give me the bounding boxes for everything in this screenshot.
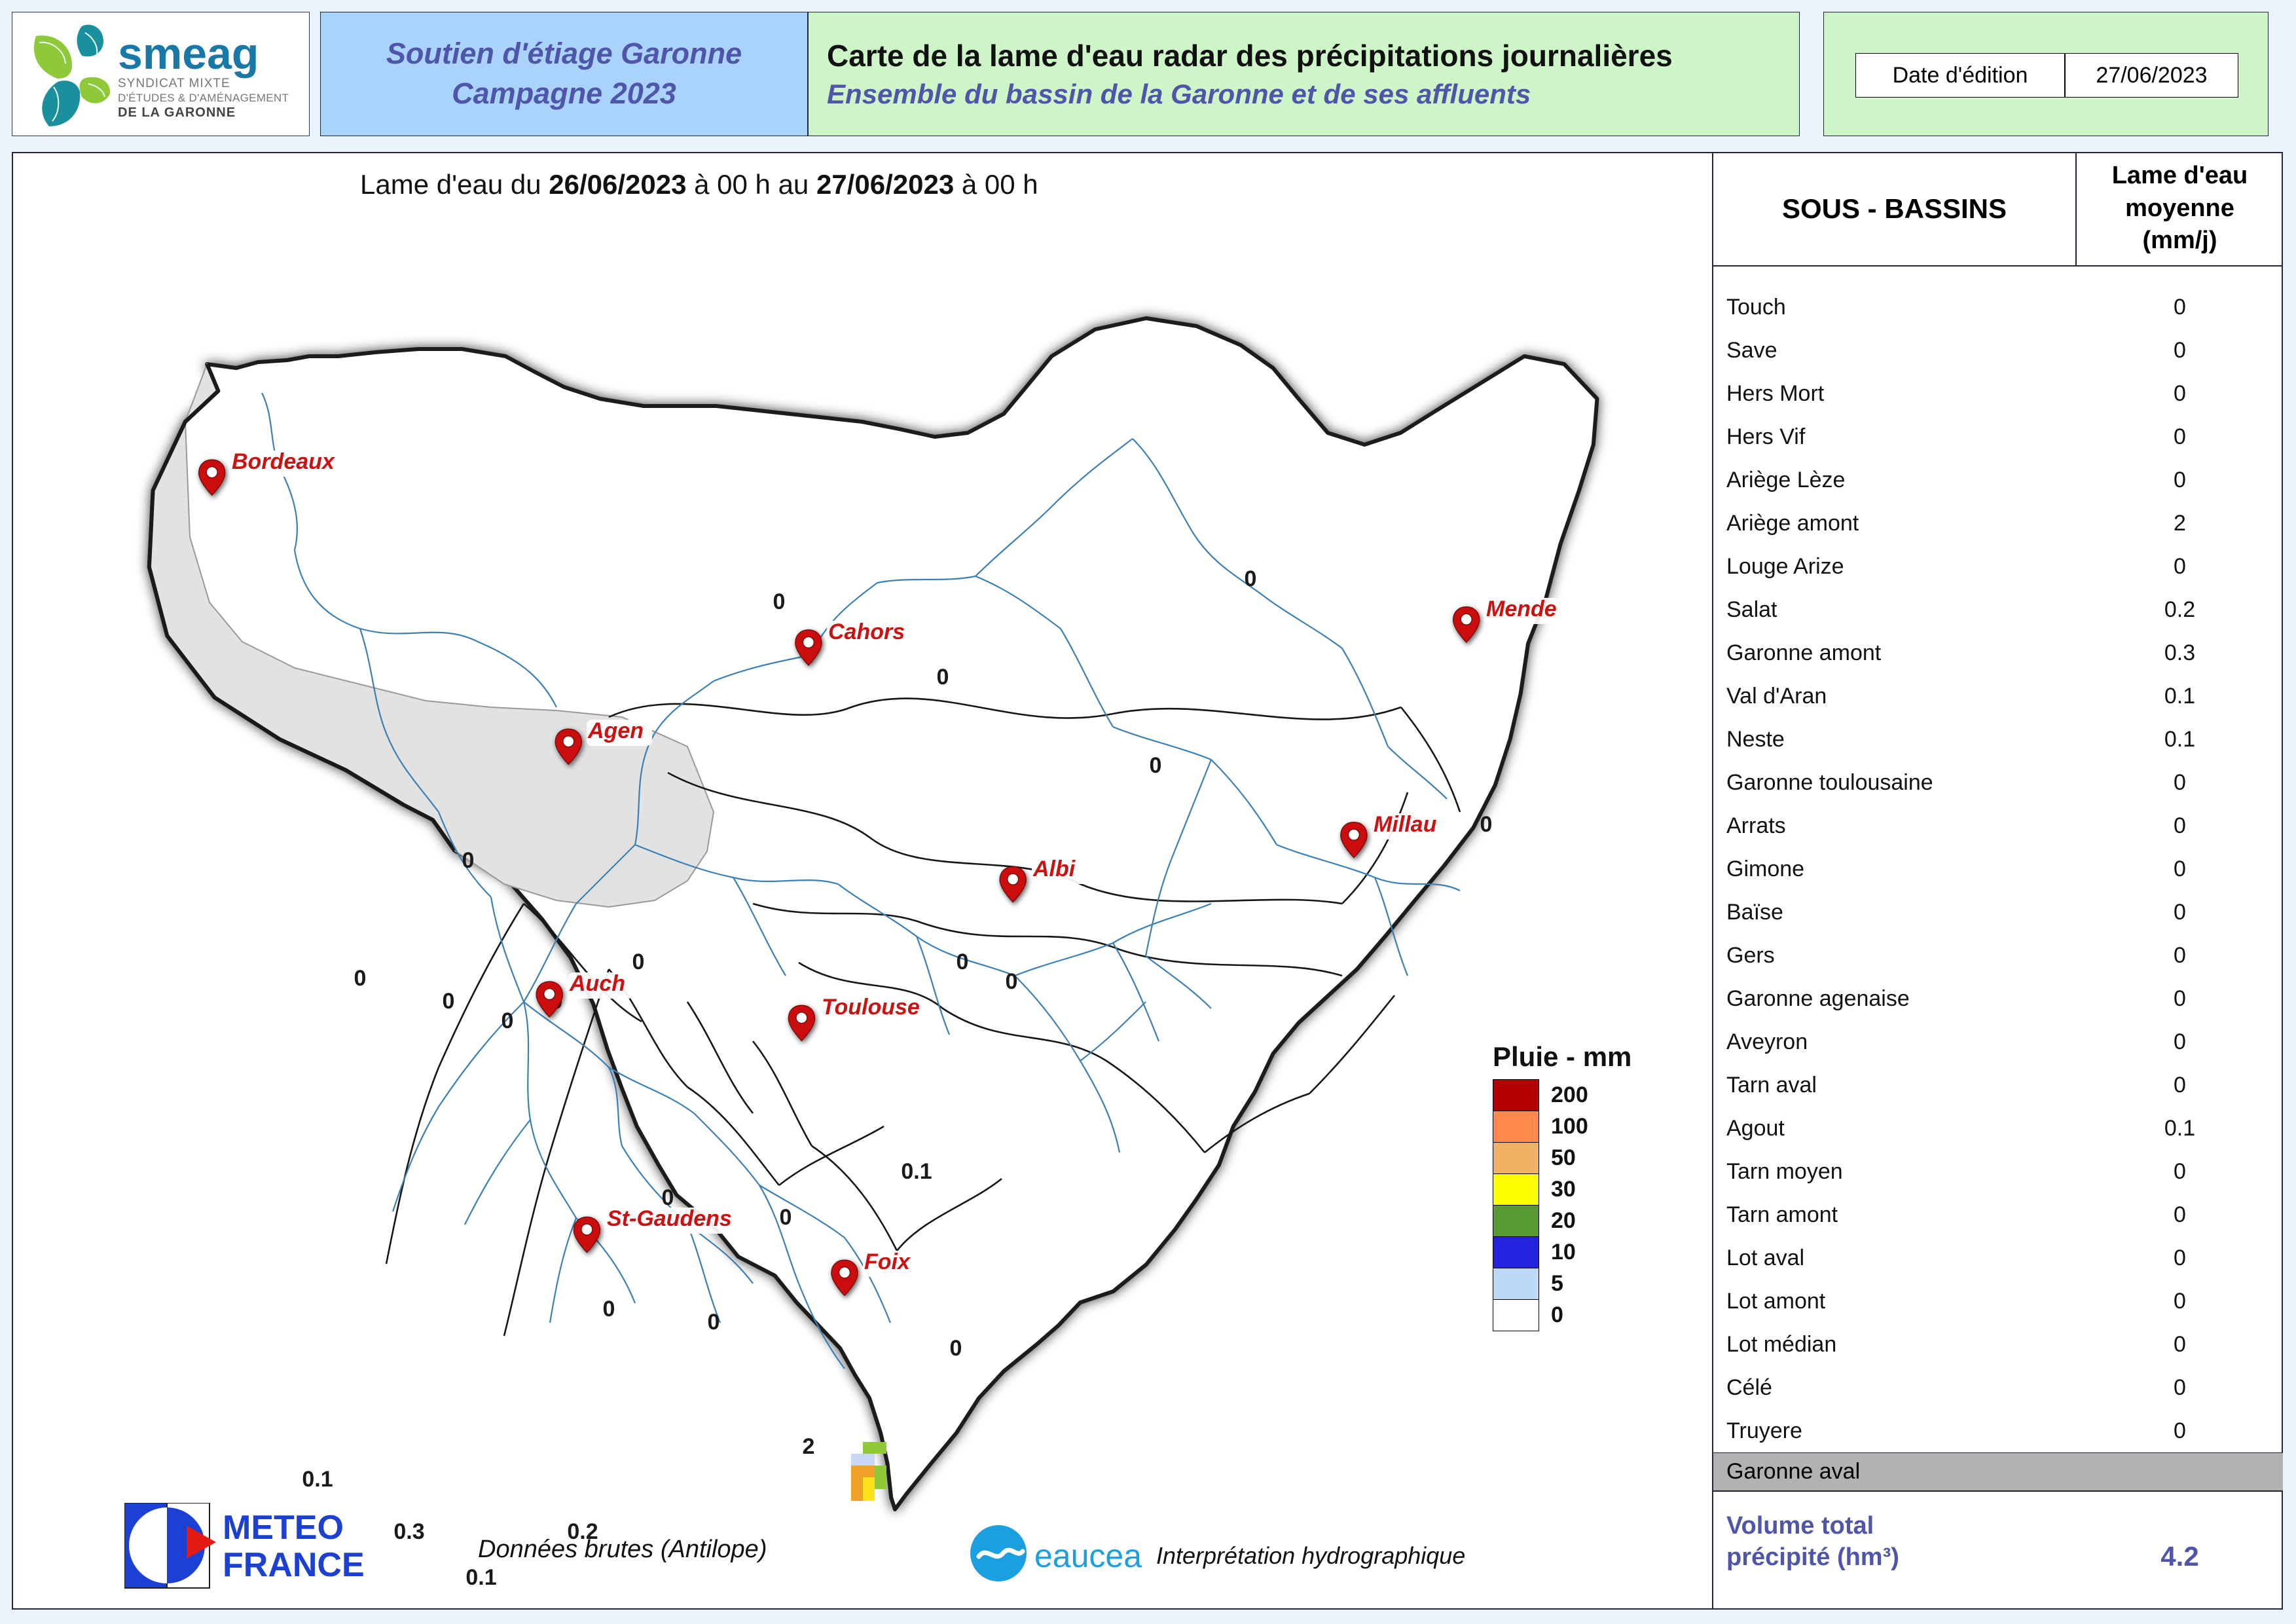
svg-text:0: 0 xyxy=(1006,969,1018,994)
svg-text:0: 0 xyxy=(462,848,475,873)
svg-text:0: 0 xyxy=(354,966,367,991)
svg-text:Bordeaux: Bordeaux xyxy=(232,449,336,474)
svg-text:0: 0 xyxy=(632,950,645,974)
svg-text:0: 0 xyxy=(773,589,786,614)
svg-text:0: 0 xyxy=(501,1008,514,1033)
svg-text:0: 0 xyxy=(1480,812,1493,837)
svg-text:Cahors: Cahors xyxy=(828,619,905,644)
svg-text:0: 0 xyxy=(1150,753,1162,778)
svg-text:0: 0 xyxy=(708,1310,720,1335)
svg-text:0.3: 0.3 xyxy=(393,1519,424,1544)
svg-text:SYNDICAT MIXTE: SYNDICAT MIXTE xyxy=(118,77,230,90)
svg-text:0: 0 xyxy=(957,950,969,974)
svg-text:0: 0 xyxy=(937,665,949,690)
svg-text:DE LA GARONNE: DE LA GARONNE xyxy=(118,105,236,120)
svg-text:0: 0 xyxy=(1245,566,1257,591)
svg-text:0: 0 xyxy=(443,989,455,1014)
svg-text:Agen: Agen xyxy=(587,718,644,743)
svg-text:D'ÉTUDES & D'AMÉNAGEMENT: D'ÉTUDES & D'AMÉNAGEMENT xyxy=(118,92,289,104)
svg-text:0.1: 0.1 xyxy=(465,1565,496,1590)
svg-text:St-Gaudens: St-Gaudens xyxy=(607,1206,732,1231)
svg-text:Albi: Albi xyxy=(1032,857,1076,881)
svg-text:2: 2 xyxy=(803,1434,815,1459)
svg-text:Mende: Mende xyxy=(1486,597,1557,621)
svg-text:0: 0 xyxy=(950,1336,962,1361)
svg-text:0: 0 xyxy=(603,1297,615,1321)
svg-text:smeag: smeag xyxy=(118,29,259,79)
svg-text:0: 0 xyxy=(780,1205,792,1230)
svg-text:Toulouse: Toulouse xyxy=(822,995,920,1020)
svg-text:Foix: Foix xyxy=(864,1249,911,1274)
svg-text:Millau: Millau xyxy=(1374,812,1437,837)
svg-text:Auch: Auch xyxy=(569,971,625,996)
svg-text:0.2: 0.2 xyxy=(567,1519,598,1544)
svg-text:0.1: 0.1 xyxy=(901,1159,932,1184)
svg-text:0.1: 0.1 xyxy=(302,1467,333,1492)
